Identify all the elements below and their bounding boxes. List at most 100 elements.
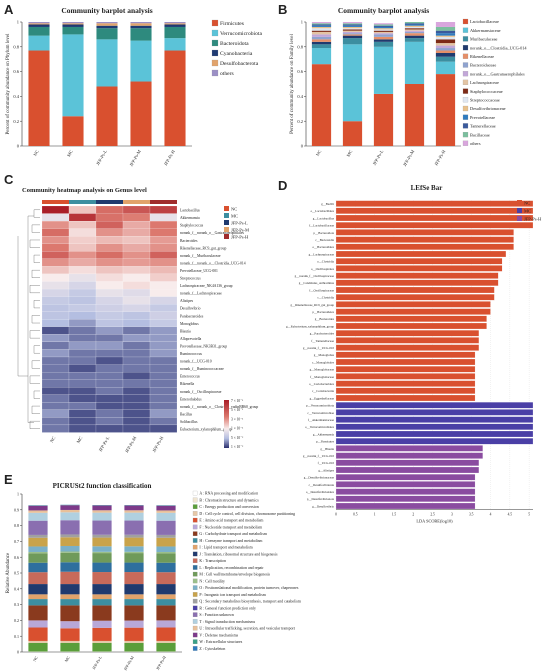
legend-label-e: M : Cell wall/membrane/envelope biogenes… (199, 573, 270, 577)
bar-segment-b (435, 36, 456, 40)
legend-label-b: norank_o__Clostridia_UCG-014 (470, 45, 527, 50)
heatmap-cell (149, 319, 178, 327)
bar-segment-b (404, 28, 425, 30)
heatmap-cell (95, 319, 124, 327)
bar-segment-e (60, 545, 80, 552)
legend-a: Firmicutes Verrucomicrobiota Bacteroidota C… (211, 19, 262, 77)
lefse-bar (335, 229, 514, 236)
legend-swatch-b (462, 44, 469, 51)
lefse-bar (335, 430, 534, 438)
bar-segment-b (404, 22, 425, 24)
bar-segment-b (404, 29, 425, 31)
heatmap-cell (149, 296, 178, 305)
legend-label-e: T : Signal transduction mechanisms (199, 620, 255, 624)
bar-segment-e (124, 546, 144, 552)
bar-segment-b (311, 25, 332, 27)
legend-label-e: B : Chromatin structure and dynamics (199, 498, 259, 502)
dendrogram-branch (33, 390, 40, 399)
bar-segment-e (92, 594, 112, 600)
dendrogram-branch (31, 270, 40, 278)
y-tick-label-b: 0.4 (297, 94, 303, 99)
panel-label-d: D (278, 178, 287, 193)
lefse-bar (335, 351, 476, 358)
heatmap-row-label: Monoglobus (180, 322, 199, 326)
lefse-bar-label: g__Monoglobus (314, 353, 335, 357)
bar-segment-e (124, 627, 144, 641)
heatmap-cell (41, 402, 70, 410)
heatmap-cell (122, 288, 151, 297)
panel-label-a: A (4, 2, 14, 17)
legend-swatch-a (211, 29, 219, 37)
bar-segment-a (62, 116, 84, 146)
bar-segment-b (311, 26, 332, 29)
bar-segment-b (404, 25, 425, 27)
heatmap-cell (41, 364, 70, 373)
lefse-bar-label: g__Bacilli (321, 202, 334, 206)
heatmap-cell (149, 213, 178, 222)
heatmap-row-label: Lachnospiraceae_NK4A136_group (180, 284, 233, 288)
lefse-bar-label: c__Coriobacteriia (312, 389, 335, 393)
bar-segment-a (62, 24, 84, 27)
bar-segment-b (342, 22, 363, 24)
legend-swatch-c (224, 213, 229, 218)
bar-segment-a (96, 28, 118, 40)
bar-segment-a (130, 23, 152, 26)
lefse-bar (335, 236, 514, 243)
y-tick-label-b: 1 (301, 20, 303, 25)
legend-label-b: Tannerellaceae (470, 124, 496, 129)
bar-segment-e (28, 546, 48, 552)
bar-segment-e (156, 520, 176, 535)
heatmap-row-label: Staphylococcus (180, 224, 204, 228)
heatmap-row-label: norank_f__UCG-010 (180, 360, 212, 364)
lefse-bar (335, 294, 495, 301)
bar-segment-e (60, 628, 80, 641)
legend-label-a: Desulfobacterota (220, 60, 259, 67)
legend-swatch-e (192, 531, 198, 537)
legend-label-c: JFP-Ps-M (231, 227, 249, 232)
lefse-bar (335, 502, 476, 510)
x-tick-label-d: 0 (335, 513, 337, 517)
heatmap-cell (41, 417, 70, 426)
heatmap-cell (41, 236, 70, 244)
bar-segment-b (435, 39, 456, 44)
legend-b: Lactobacillaceae Akkermansiaceae Muribacul… (462, 18, 527, 146)
lefse-bar-label: g__Desulfovibrio (312, 504, 334, 508)
x-tick-label-d: 5 (528, 513, 530, 517)
heatmap-row-label: norank_f__Oscillospiraceae (180, 390, 222, 394)
bar-segment-a (96, 23, 118, 26)
y-tick-label-a: 0.4 (13, 94, 19, 99)
lefse-bar-label: g__Blautia (320, 447, 334, 451)
lefse-bar (335, 438, 534, 445)
heatmap-cell (41, 394, 70, 403)
heatmap-cell (41, 258, 70, 267)
heatmap-cell (122, 228, 151, 237)
dendrogram-branch (27, 215, 34, 423)
legend-swatch-e (192, 544, 198, 550)
y-tick-label-e: 0.6 (14, 555, 19, 560)
heatmap-cell (95, 281, 124, 290)
bar-segment-e (156, 572, 176, 585)
bar-segment-e (124, 584, 144, 595)
legend-swatch-a (211, 49, 219, 57)
heatmap-cell (149, 387, 178, 395)
heatmap-cell (68, 243, 97, 252)
bar-segment-e (92, 572, 112, 585)
heatmap-col-label: JFP-Ps-L (98, 435, 111, 452)
bar-segment-b (435, 61, 456, 75)
bar-segment-e (156, 562, 176, 573)
bar-segment-e (92, 620, 112, 628)
heatmap-col-label: JFP-Ps-M (124, 436, 137, 454)
bar-segment-b (373, 31, 394, 34)
heatmap-cell (149, 356, 178, 365)
heatmap-cell (41, 296, 70, 305)
panel-label-c: C (4, 172, 14, 187)
bar-segment-b (311, 28, 332, 31)
bar-segment-e (92, 642, 112, 652)
heatmap-cell (68, 326, 97, 335)
legend-swatch-b (462, 140, 469, 146)
dendrogram-branch (31, 405, 40, 414)
legend-swatch-e (192, 585, 198, 591)
heatmap-cell (68, 424, 97, 433)
heatmap-cell (41, 221, 70, 229)
heatmap-row-label: norank_f__norank_o__Gastranaerophilales (180, 231, 244, 235)
